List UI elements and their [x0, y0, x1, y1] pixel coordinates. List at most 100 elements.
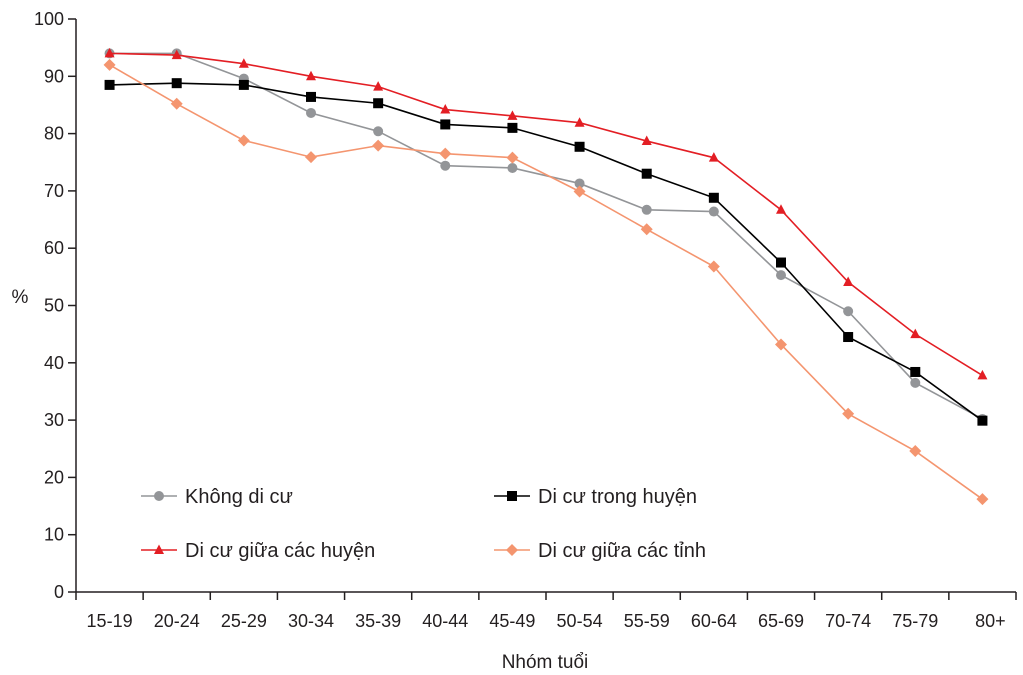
- y-tick-label: 80: [44, 124, 64, 144]
- data-point: [843, 276, 854, 287]
- data-point: [104, 79, 115, 90]
- legend: Không di cư Di cư trong huyện Di cư giữa c…: [141, 486, 706, 562]
- x-tick-label: 75-79: [892, 611, 938, 631]
- x-tick-label: 35-39: [355, 611, 401, 631]
- y-tick-label: 20: [44, 467, 64, 487]
- data-point: [103, 58, 116, 71]
- y-axis-title: %: [12, 287, 29, 308]
- y-axis: 0 10 20 30 40 50 60 70 80 90 100: [34, 9, 77, 602]
- data-point: [910, 328, 921, 339]
- data-point: [910, 366, 921, 377]
- data-point: [170, 97, 183, 110]
- x-tick-label: 20-24: [154, 611, 200, 631]
- data-point: [977, 369, 988, 380]
- legend-marker: [154, 544, 164, 554]
- data-point: [909, 445, 922, 458]
- legend-item: Di cư giữa các huyện: [141, 540, 375, 562]
- data-point: [910, 377, 921, 388]
- data-point: [976, 493, 989, 506]
- data-point: [440, 104, 451, 114]
- data-point: [708, 152, 719, 162]
- data-point: [574, 178, 585, 189]
- data-point: [573, 185, 586, 198]
- series-line: [109, 52, 983, 420]
- series-line: [109, 52, 983, 377]
- data-point: [306, 107, 316, 118]
- y-tick-label: 30: [44, 410, 64, 430]
- x-tick-label: 80+: [975, 611, 1006, 631]
- y-tick-label: 100: [34, 9, 64, 29]
- x-tick-label: 40-44: [422, 611, 468, 631]
- series-line: [109, 64, 983, 500]
- x-tick-label: 60-64: [691, 611, 737, 631]
- data-point: [641, 135, 652, 146]
- data-point: [373, 126, 384, 137]
- y-tick-label: 0: [54, 582, 64, 602]
- x-tick-label: 50-54: [557, 611, 603, 631]
- legend-item: Di cư giữa các tỉnh: [494, 540, 706, 562]
- data-point: [775, 338, 787, 351]
- legend-label: Không di cư: [185, 486, 293, 508]
- data-point: [708, 206, 719, 217]
- data-point: [306, 91, 316, 102]
- series-4: [103, 58, 989, 506]
- data-point: [507, 122, 518, 133]
- data-point: [707, 260, 720, 273]
- legend-marker: [154, 491, 164, 501]
- data-point: [171, 49, 182, 60]
- legend-item: Không di cư: [141, 486, 293, 508]
- data-point: [507, 110, 518, 120]
- x-tick-label: 15-19: [87, 611, 133, 631]
- data-point: [507, 162, 518, 173]
- x-axis-title: Nhóm tuổi: [502, 652, 589, 673]
- series-1: [104, 48, 988, 424]
- series-line: [109, 82, 983, 422]
- series-2: [104, 78, 988, 426]
- legend-item: Di cư trong huyện: [494, 486, 697, 508]
- legend-label: Di cư giữa các tỉnh: [538, 540, 706, 562]
- x-tick-label: 45-49: [489, 611, 535, 631]
- y-tick-label: 50: [44, 296, 64, 316]
- data-point: [842, 407, 855, 420]
- data-point: [506, 151, 519, 164]
- data-point: [843, 306, 854, 317]
- data-point: [776, 257, 786, 268]
- y-tick-label: 90: [44, 66, 64, 86]
- y-tick-label: 60: [44, 238, 64, 258]
- data-point: [104, 47, 115, 58]
- legend-marker: [506, 544, 518, 556]
- data-point: [372, 139, 385, 152]
- data-point: [440, 119, 451, 130]
- x-tick-label: 30-34: [288, 611, 334, 631]
- x-tick-label: 55-59: [624, 611, 670, 631]
- data-point: [641, 168, 652, 179]
- x-axis: 15-19 20-24 25-29 30-34 35-39 40-44 45-49 50-54…: [75, 591, 1017, 631]
- data-point: [776, 204, 786, 214]
- data-point: [574, 117, 585, 127]
- data-point: [237, 134, 250, 147]
- data-point: [305, 151, 317, 164]
- series-3: [104, 47, 988, 380]
- data-point: [373, 81, 384, 91]
- data-point: [238, 58, 249, 68]
- series-layer: [103, 47, 989, 506]
- y-tick-label: 10: [44, 525, 64, 545]
- x-tick-label: 70-74: [825, 611, 871, 631]
- legend-label: Di cư trong huyện: [538, 486, 697, 508]
- data-point: [440, 160, 451, 171]
- data-point: [640, 223, 653, 236]
- data-point: [977, 415, 988, 426]
- data-point: [306, 70, 316, 81]
- y-tick-label: 40: [44, 353, 64, 373]
- data-point: [439, 147, 452, 160]
- data-point: [843, 332, 854, 343]
- data-point: [776, 270, 786, 281]
- data-point: [574, 141, 585, 152]
- data-point: [641, 204, 652, 215]
- x-tick-label: 25-29: [221, 611, 267, 631]
- data-point: [171, 78, 182, 89]
- x-tick-label: 65-69: [758, 611, 804, 631]
- data-point: [238, 79, 249, 90]
- data-point: [373, 98, 384, 109]
